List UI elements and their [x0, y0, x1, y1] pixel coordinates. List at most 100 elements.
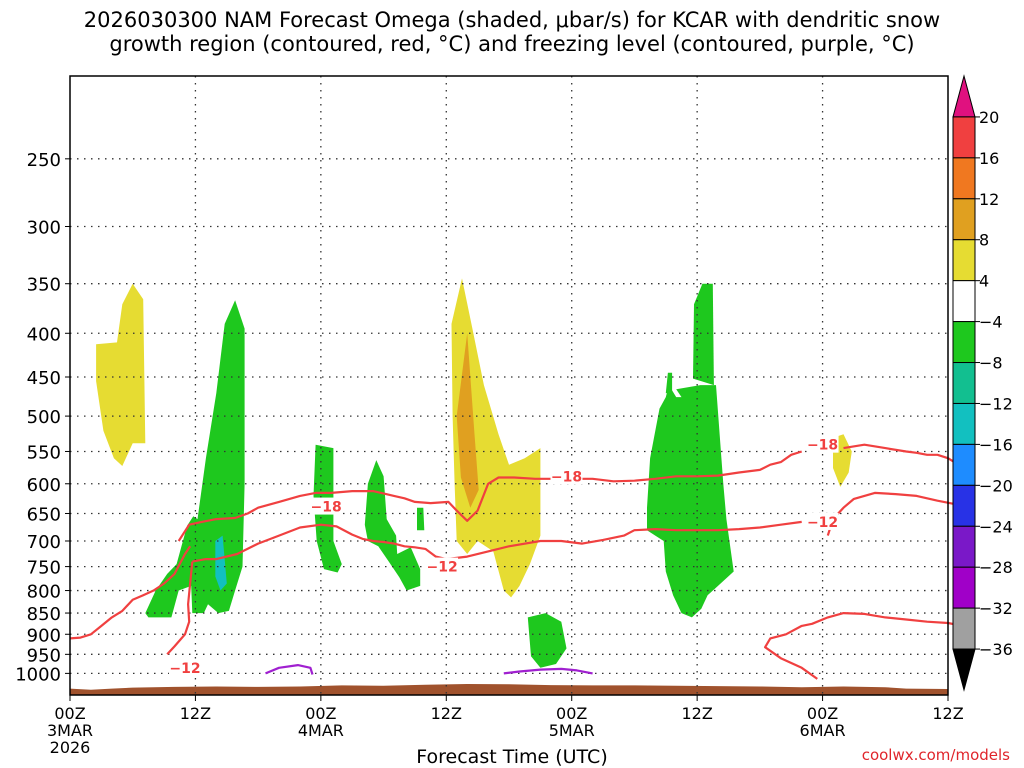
contour-label-1: −18 [551, 469, 582, 485]
contour-label-bg-3 [426, 557, 459, 575]
colorbar-band-4 [952, 239, 976, 282]
xtick-label-72-0: 00Z [807, 704, 838, 723]
colorbar-label-1: 16 [979, 149, 999, 168]
omega-region-0 [96, 283, 146, 466]
colorbar-band-13 [952, 607, 976, 650]
dendritic-minus-12-d [826, 491, 959, 536]
colorbar-label-0: 20 [979, 108, 999, 127]
omega-region-10 [665, 372, 673, 394]
colorbar-band-11 [952, 525, 976, 568]
xtick-label-72-1: 6MAR [800, 721, 846, 740]
terrain-surface [70, 684, 948, 695]
xtick-label-12-0: 12Z [180, 704, 211, 723]
xtick-label-24-1: 4MAR [298, 721, 344, 740]
colorbar-band-14 [952, 648, 976, 692]
xtick-label-36-0: 12Z [431, 704, 462, 723]
ytick-label-1000: 1000 [15, 664, 61, 685]
colorbar-band-6 [952, 321, 976, 364]
ytick-label-300: 300 [27, 217, 61, 238]
ytick-label-400: 400 [27, 324, 61, 345]
title-line-2: growth region (contoured, red, °C) and f… [109, 32, 915, 56]
ytick-label-450: 450 [27, 368, 61, 389]
contour-label-2: −18 [807, 438, 838, 454]
omega-shading-layer [96, 278, 852, 668]
xtick-label-0-0: 00Z [54, 704, 85, 723]
site-credit: coolwx.com/models [861, 746, 1010, 764]
ytick-label-550: 550 [27, 442, 61, 463]
xtick-label-60-0: 12Z [681, 704, 712, 723]
omega-region-2 [215, 535, 227, 591]
contour-label-bg-2 [806, 435, 839, 453]
plot-frame [69, 75, 949, 696]
dendritic-minus-12-e [763, 611, 959, 680]
colorbar-label-4: 4 [979, 272, 989, 291]
colorbar-label-12: −32 [979, 599, 1013, 618]
ytick-label-950: 950 [27, 645, 61, 666]
axis-layer: 2503003504004505005506006507007508008509… [15, 75, 964, 757]
colorbar-band-7 [952, 362, 976, 404]
dendritic-minus-12-c [166, 561, 194, 656]
omega-region-8 [527, 613, 567, 668]
colorbar-label-7: −12 [979, 394, 1013, 413]
colorbar-band-2 [952, 157, 976, 200]
contour-layer: −18 −18 −18 −12 −12 −12 [69, 435, 960, 680]
ytick-label-500: 500 [27, 407, 61, 428]
omega-region-11 [693, 283, 714, 386]
ytick-label-600: 600 [27, 475, 61, 496]
colorbar: 20 16 12 8 4 −4 −8 −12 −16 −20 −24 −28 −32 −36 [952, 74, 1013, 692]
dendritic-minus-18-b [843, 443, 960, 466]
title-line-1: 2026030300 NAM Forecast Omega (shaded, μ… [83, 8, 941, 32]
terrain-layer [70, 684, 948, 695]
dendritic-minus-12-a [69, 545, 192, 640]
colorbar-band-12 [952, 566, 976, 609]
colorbar-label-5: −4 [979, 313, 1003, 332]
omega-region-5 [417, 507, 425, 531]
xtick-label-48-0: 00Z [556, 704, 587, 723]
colorbar-label-8: −16 [979, 435, 1013, 454]
colorbar-label-13: −36 [979, 640, 1013, 659]
xtick-label-48-1: 5MAR [549, 721, 595, 740]
contour-label-0: −18 [310, 500, 341, 516]
freezing-level-a [265, 663, 314, 675]
contour-label-5: −12 [169, 661, 200, 677]
ytick-label-700: 700 [27, 532, 61, 553]
ytick-label-900: 900 [27, 625, 61, 646]
colorbar-label-6: −8 [979, 354, 1003, 373]
omega-region-6 [451, 278, 541, 598]
contour-label-bg-0 [310, 497, 343, 515]
xtick-label-84-0: 12Z [932, 704, 963, 723]
dendritic-minus-18-a [177, 450, 803, 542]
omega-region-4 [364, 460, 421, 591]
contour-label-bg-4 [806, 512, 839, 530]
xtick-label-24-0: 00Z [305, 704, 336, 723]
colorbar-band-9 [952, 443, 976, 486]
colorbar-band-3 [952, 198, 976, 241]
colorbar-band-0 [952, 74, 976, 118]
x-axis-label: Forecast Time (UTC) [416, 746, 608, 768]
grid-layer [70, 76, 948, 695]
colorbar-label-3: 8 [979, 231, 989, 250]
contour-label-4: −12 [807, 515, 838, 531]
colorbar-band-1 [952, 116, 976, 159]
omega-region-9 [647, 385, 734, 618]
freezing-level-b [503, 667, 593, 675]
ytick-label-250: 250 [27, 150, 61, 171]
ytick-label-350: 350 [27, 275, 61, 296]
colorbar-label-11: −28 [979, 558, 1013, 577]
xtick-label-0-1: 3MAR [47, 721, 93, 740]
xtick-label-0-2: 2026 [50, 738, 91, 757]
colorbar-label-2: 12 [979, 190, 999, 209]
contour-label-bg-5 [168, 658, 201, 676]
colorbar-label-9: −20 [979, 476, 1013, 495]
colorbar-band-5 [952, 280, 976, 323]
ytick-label-650: 650 [27, 504, 61, 525]
contour-label-bg-1 [550, 467, 583, 485]
colorbar-band-10 [952, 484, 976, 527]
contour-label-3: −12 [426, 560, 457, 576]
ytick-label-750: 750 [27, 558, 61, 579]
omega-region-1 [145, 300, 245, 618]
ytick-label-800: 800 [27, 582, 61, 603]
ytick-label-850: 850 [27, 604, 61, 625]
colorbar-band-8 [952, 402, 976, 445]
